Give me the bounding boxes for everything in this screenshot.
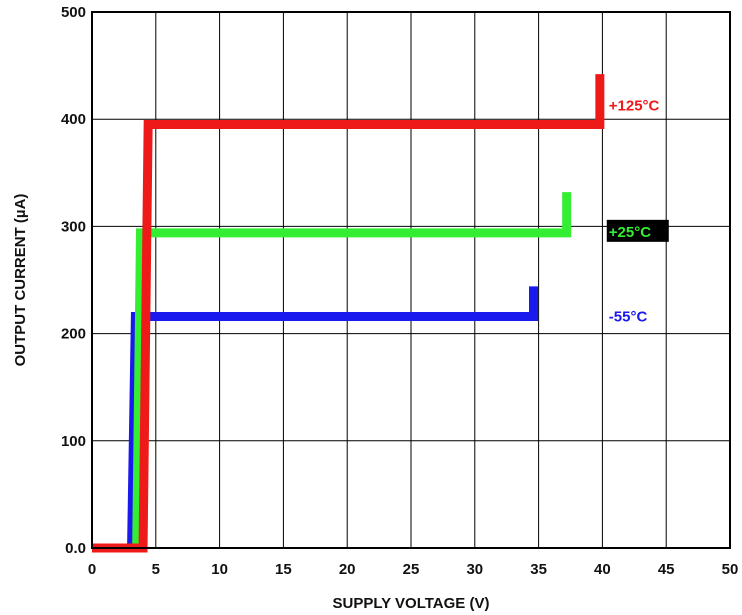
x-axis-title: SUPPLY VOLTAGE (V) [333, 595, 490, 612]
x-tick-label-0: 0 [88, 561, 96, 578]
y-tick-label-5: 500 [61, 4, 86, 21]
series-label-1: +25°C [609, 224, 651, 241]
x-tick-label-10: 50 [722, 561, 739, 578]
grid [91, 11, 731, 549]
x-tick-label-5: 25 [403, 561, 420, 578]
series-line-0 [92, 286, 538, 553]
series-line-1 [92, 192, 572, 553]
y-tick-label-2: 200 [61, 326, 86, 343]
x-tick-label-3: 15 [275, 561, 292, 578]
y-tick-label-4: 400 [61, 111, 86, 128]
x-tick-label-9: 45 [658, 561, 675, 578]
y-axis-title: OUTPUT CURRENT (µA) [12, 194, 29, 367]
series-line-2 [92, 74, 605, 553]
series-label-bg-1 [606, 219, 669, 242]
series-layer [92, 74, 605, 553]
y-tick-label-0: 0.0 [65, 540, 86, 557]
x-tick-label-4: 20 [339, 561, 356, 578]
x-tick-label-1: 5 [152, 561, 160, 578]
x-tick-label-7: 35 [530, 561, 547, 578]
y-tick-label-1: 100 [61, 433, 86, 450]
y-tick-labels: 0.0 100 200 300 400 500 [61, 4, 86, 557]
y-tick-label-3: 300 [61, 218, 86, 235]
x-tick-label-8: 40 [594, 561, 611, 578]
x-tick-label-6: 30 [466, 561, 483, 578]
x-tick-label-2: 10 [211, 561, 228, 578]
x-tick-labels: 0 5 10 15 20 25 30 35 40 45 50 [88, 561, 739, 578]
series-label-2: +125°C [609, 97, 660, 114]
series-labels: -55°C +25°C +125°C [606, 97, 669, 326]
plot-frame [91, 11, 731, 549]
series-label-0: -55°C [609, 309, 648, 326]
